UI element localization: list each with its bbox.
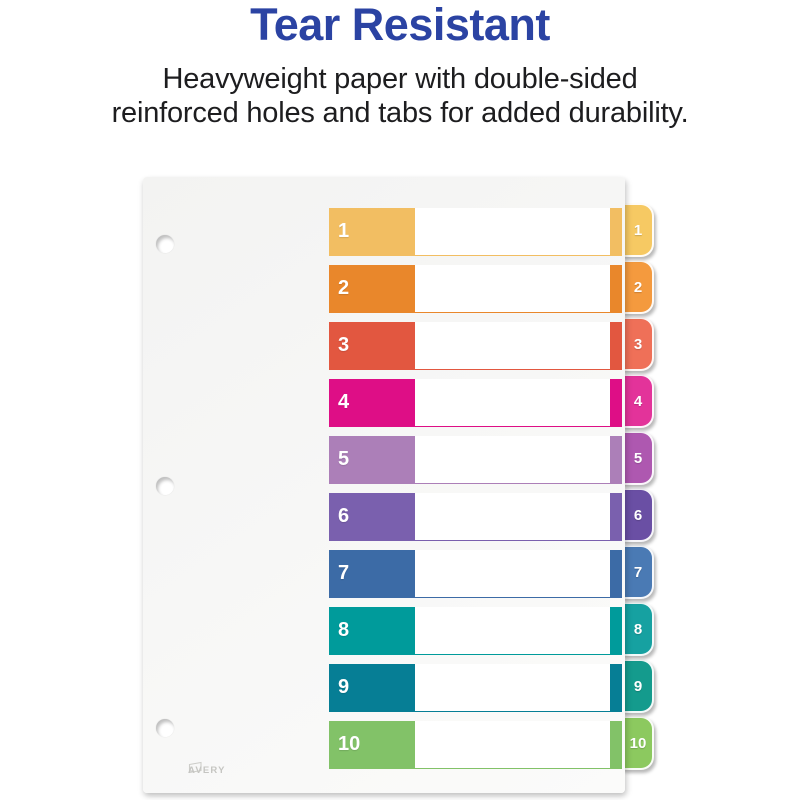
toc-row-1: 1 [329,208,622,256]
punch-hole-middle [156,477,174,495]
headline: Tear Resistant [250,0,550,50]
toc-row-8: 8 [329,607,622,655]
row-edge-strip [610,379,622,426]
row-number-block: 10 [329,721,415,768]
row-number-block: 4 [329,379,415,426]
toc-row-9: 9 [329,664,622,712]
row-number-block: 2 [329,265,415,312]
index-tabs: 1 2 3 4 5 6 7 8 9 10 [620,203,654,770]
row-edge-strip [610,607,622,654]
header: Tear Resistant Heavyweight paper with do… [0,0,800,130]
tab-1: 1 [620,203,654,257]
toc-row-7: 7 [329,550,622,598]
row-number: 1 [338,220,350,242]
row-edge-strip [610,208,622,255]
row-number: 10 [338,733,361,755]
avery-logo-text: AVERY [188,765,226,776]
toc-row-10: 10 [329,721,622,769]
tab-3: 3 [620,317,654,371]
row-edge-strip [610,493,622,540]
tab-6: 6 [620,488,654,542]
row-edge-strip [610,550,622,597]
toc-row-5: 5 [329,436,622,484]
tab-5: 5 [620,431,654,485]
row-edge-strip [610,265,622,312]
row-number-block: 6 [329,493,415,540]
subheadline: Heavyweight paper with double-sided reinf… [0,62,800,130]
row-number: 4 [338,391,350,413]
tab-10: 10 [620,716,654,770]
subheadline-line-2: reinforced holes and tabs for added dura… [111,97,689,129]
tab-4: 4 [620,374,654,428]
row-edge-strip [610,664,622,711]
row-number-block: 9 [329,664,415,711]
row-number-block: 3 [329,322,415,369]
avery-logo: AVERY [188,761,226,776]
row-number: 2 [338,277,350,299]
row-number: 6 [338,505,350,527]
row-number-block: 8 [329,607,415,654]
tab-7: 7 [620,545,654,599]
row-edge-strip [610,721,622,768]
divider-sheet: 1 2 3 4 5 [143,177,625,793]
row-number: 7 [338,562,350,584]
toc-rows: 1 2 3 4 5 [329,208,622,769]
toc-row-4: 4 [329,379,622,427]
punch-hole-top [156,235,174,253]
row-number-block: 5 [329,436,415,483]
row-number: 3 [338,334,350,356]
row-number: 5 [338,448,350,470]
row-number-block: 1 [329,208,415,255]
tab-8: 8 [620,602,654,656]
punch-hole-bottom [156,719,174,737]
subheadline-line-1: Heavyweight paper with double-sided [162,63,638,95]
toc-row-2: 2 [329,265,622,313]
toc-row-3: 3 [329,322,622,370]
toc-row-6: 6 [329,493,622,541]
row-edge-strip [610,322,622,369]
row-number: 8 [338,619,350,641]
tab-9: 9 [620,659,654,713]
row-number-block: 7 [329,550,415,597]
row-edge-strip [610,436,622,483]
row-number: 9 [338,676,350,698]
tab-2: 2 [620,260,654,314]
